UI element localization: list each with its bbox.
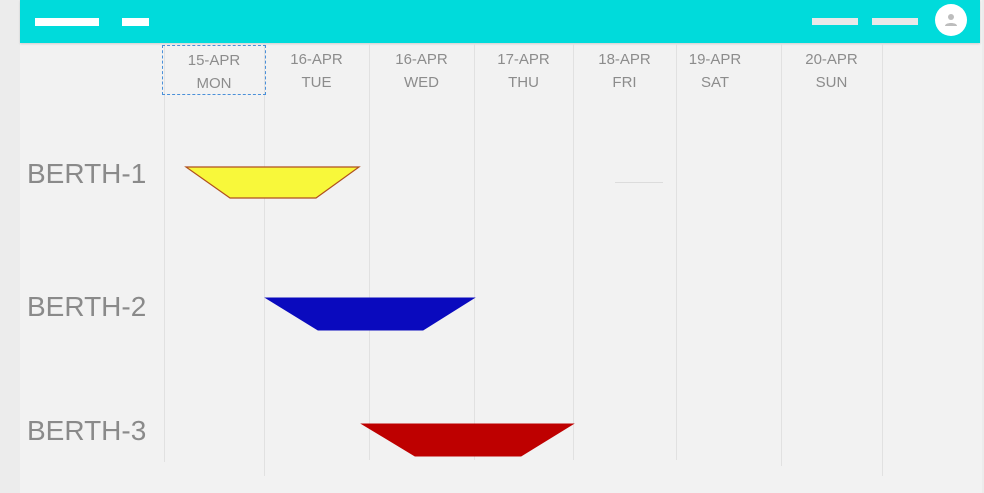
day-header-thu[interactable]: 17-APR THU — [474, 48, 573, 94]
schedule-canvas — [20, 0, 982, 493]
top-app-bar — [20, 0, 980, 43]
berth-label-3: BERTH-3 — [27, 415, 147, 446]
day-header-sat[interactable]: 19-APR SAT — [676, 48, 754, 94]
app-title-placeholder — [35, 18, 99, 26]
app-subtitle-placeholder — [122, 18, 149, 26]
day-weekday: WED — [404, 74, 439, 91]
day-weekday: SUN — [815, 74, 848, 91]
booking-berth-3[interactable] — [360, 423, 575, 457]
nav-link-placeholder-1[interactable] — [812, 18, 858, 25]
day-date: 16-APR — [290, 51, 343, 68]
grid-line — [164, 44, 165, 462]
day-date: 19-APR — [688, 51, 742, 68]
day-weekday: FRI — [612, 74, 637, 91]
day-date: 16-APR — [395, 51, 448, 68]
grid-line — [264, 44, 265, 476]
day-header-tue[interactable]: 16-APR TUE — [264, 48, 369, 94]
person-icon — [945, 14, 957, 26]
grid-line — [781, 44, 782, 466]
day-date: 18-APR — [598, 51, 651, 68]
grid-line — [369, 44, 370, 460]
day-header-wed[interactable]: 16-APR WED — [369, 48, 474, 94]
day-header-sun[interactable]: 20-APR SUN — [781, 48, 882, 94]
day-date: 20-APR — [805, 51, 858, 68]
booking-berth-1[interactable] — [184, 166, 361, 199]
booking-berth-2[interactable] — [264, 297, 476, 331]
berth-label-1: BERTH-1 — [27, 158, 147, 189]
grid-line — [882, 44, 883, 476]
nav-link-placeholder-2[interactable] — [872, 18, 918, 25]
day-weekday: TUE — [301, 74, 332, 91]
day-header-fri[interactable]: 18-APR FRI — [573, 48, 676, 94]
berth-label-2: BERTH-2 — [27, 291, 147, 322]
grid-line — [676, 44, 677, 460]
day-date: 15-APR — [187, 52, 241, 69]
avatar[interactable] — [935, 4, 967, 36]
divider — [615, 182, 663, 183]
day-header-mon[interactable]: 15-APR MON — [162, 45, 266, 95]
day-weekday: SAT — [700, 74, 730, 91]
grid-line — [474, 44, 475, 460]
day-weekday: THU — [508, 74, 539, 91]
day-weekday: MON — [196, 75, 232, 92]
day-date: 17-APR — [497, 51, 550, 68]
grid-line — [573, 44, 574, 460]
